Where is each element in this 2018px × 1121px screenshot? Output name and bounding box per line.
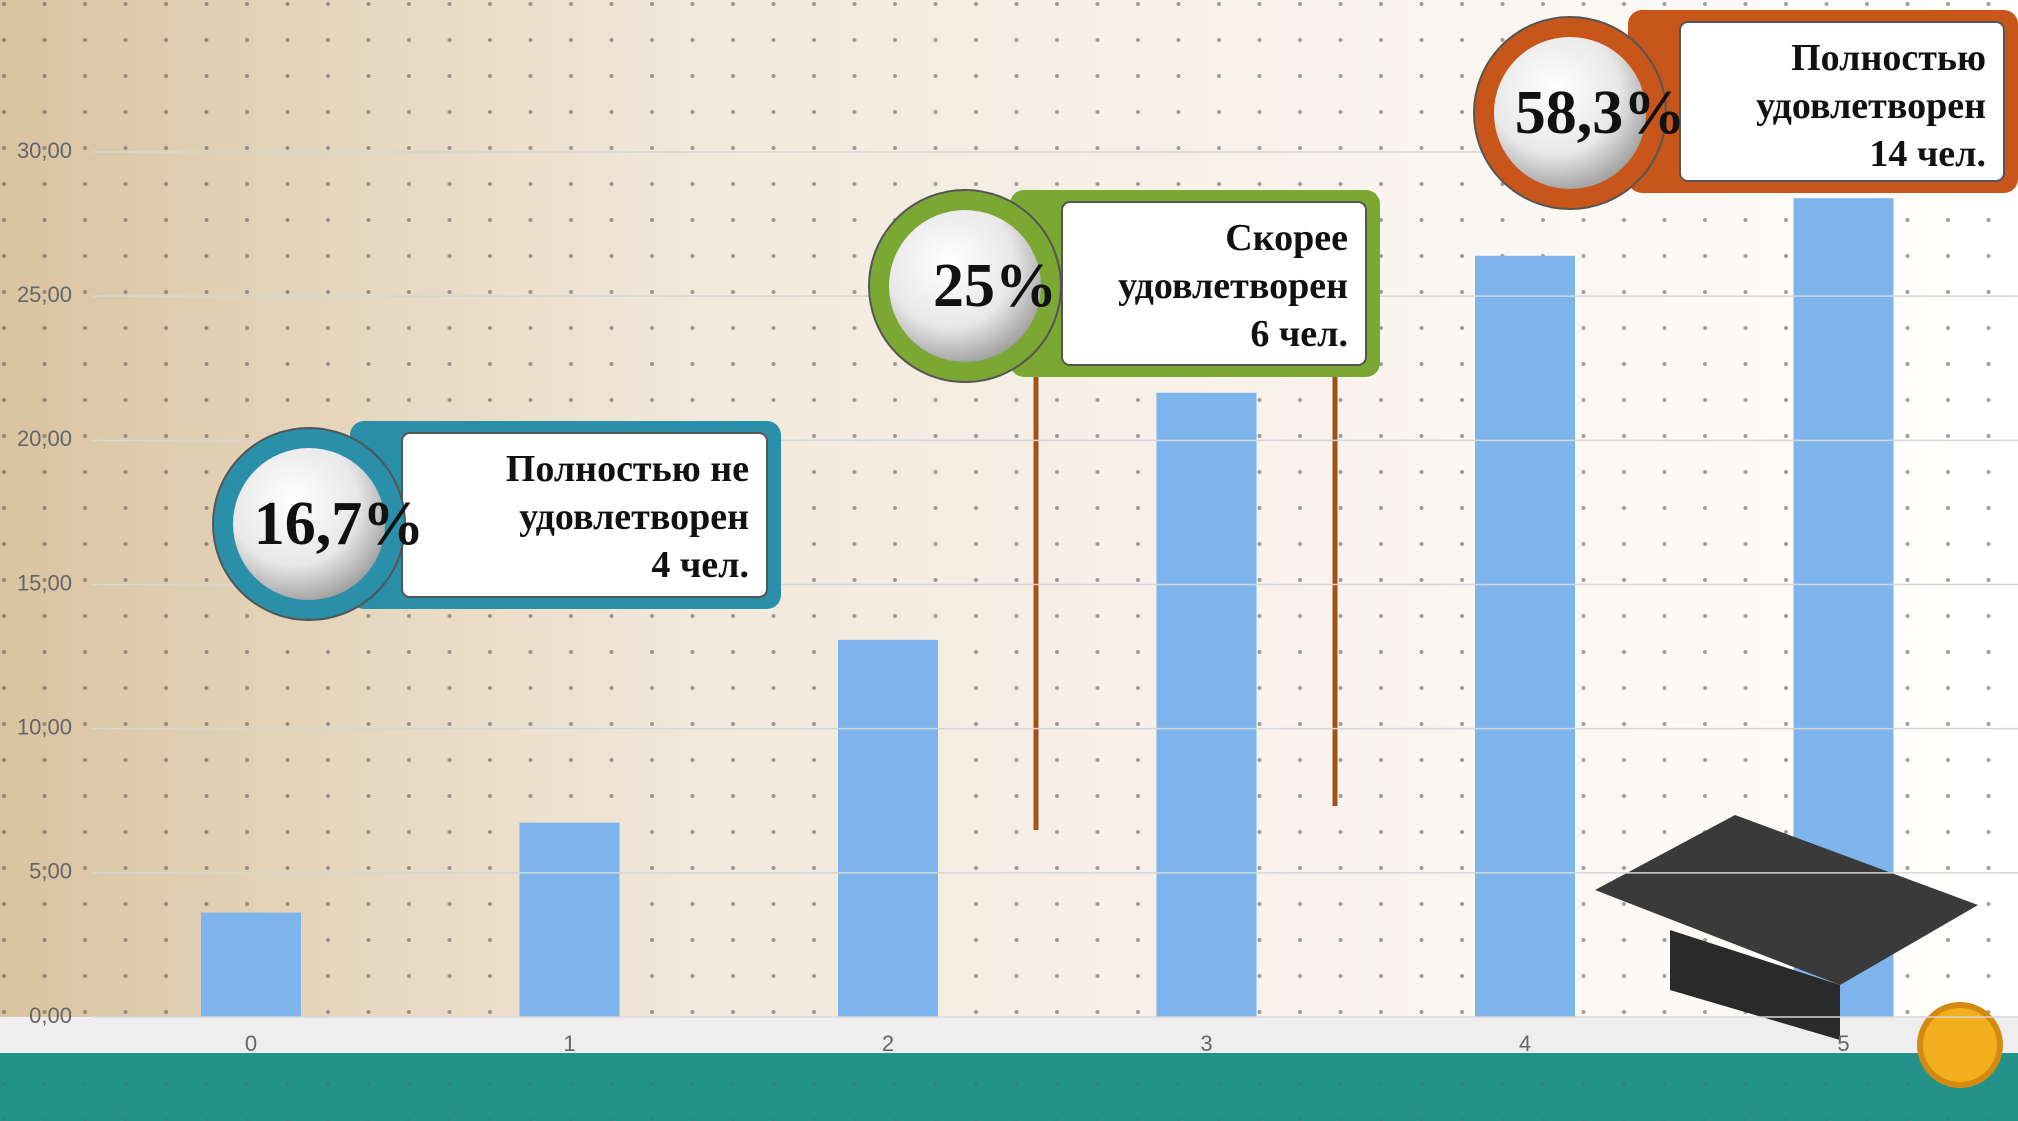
- y-tick-label: 10,00: [17, 714, 72, 739]
- callout-text: 14 чел.: [1869, 133, 1986, 175]
- callout-text: удовлетворен: [519, 496, 749, 538]
- y-tick-label: 30,00: [17, 138, 72, 163]
- y-tick-label: 15,00: [17, 570, 72, 595]
- callout-text: 6 чел.: [1250, 313, 1348, 355]
- callout-percent: 25%: [933, 252, 1057, 320]
- y-tick-label: 20,00: [17, 426, 72, 451]
- x-tick-label: 4: [1519, 1031, 1531, 1056]
- axis-strip: [0, 1017, 2018, 1053]
- bar: [520, 823, 620, 1017]
- x-tick-label: 5: [1837, 1031, 1849, 1056]
- bar: [1157, 393, 1257, 1017]
- bar: [1475, 256, 1575, 1017]
- y-tick-label: 25,00: [17, 282, 72, 307]
- callout: 16,7% Полностью не удовлетворен 4 чел.: [213, 421, 781, 620]
- x-tick-label: 2: [882, 1031, 894, 1056]
- y-tick-label: 0,00: [29, 1003, 72, 1028]
- callout-percent: 58,3%: [1515, 79, 1686, 147]
- callout-percent: 16,7%: [254, 490, 425, 558]
- x-tick-label: 3: [1200, 1031, 1212, 1056]
- chart: 0,00 5,00 10,00 15,00 20,00 25,00 30,00 0 1 2 3 4 5 1…: [0, 0, 2018, 1121]
- callout-text: Полностью не: [506, 448, 749, 490]
- footer-dots: [0, 1053, 2018, 1121]
- callout-text: удовлетворен: [1756, 85, 1986, 127]
- callout-text: удовлетворен: [1118, 265, 1348, 307]
- x-tick-label: 0: [245, 1031, 257, 1056]
- callout: 25% Скорее удовлетворен 6 чел.: [869, 190, 1380, 382]
- callout: 58,3% Полностью удовлетворен 14 чел.: [1474, 10, 2018, 209]
- y-tick-label: 5,00: [29, 859, 72, 884]
- callout-text: 4 чел.: [651, 544, 749, 586]
- callout-text: Скорее: [1225, 217, 1348, 259]
- bar: [201, 913, 301, 1017]
- x-tick-label: 1: [563, 1031, 575, 1056]
- callout-text: Полностью: [1791, 37, 1986, 79]
- bar: [838, 640, 938, 1017]
